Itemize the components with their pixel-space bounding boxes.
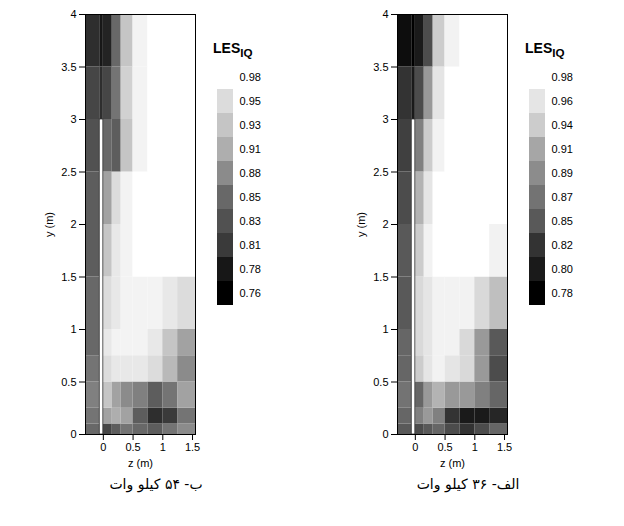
svg-text:1: 1 <box>70 323 76 335</box>
svg-text:0.98: 0.98 <box>552 71 573 83</box>
svg-text:0.85: 0.85 <box>240 191 261 203</box>
svg-text:0.98: 0.98 <box>240 71 261 83</box>
svg-text:2: 2 <box>382 218 388 230</box>
svg-text:0.91: 0.91 <box>552 143 573 155</box>
svg-text:3.5: 3.5 <box>373 61 388 73</box>
svg-text:z (m): z (m) <box>128 457 153 469</box>
svg-text:0.5: 0.5 <box>125 441 140 453</box>
svg-text:3.5: 3.5 <box>61 61 76 73</box>
svg-text:0.96: 0.96 <box>552 95 573 107</box>
html-text:الف- ۳۶ کیلو وات: الف- ۳۶ کیلو وات <box>416 476 520 492</box>
svg-text:3: 3 <box>70 113 76 125</box>
svg-text:y (m): y (m) <box>355 212 367 237</box>
svg-text:0.81: 0.81 <box>240 239 261 251</box>
svg-text:2: 2 <box>70 218 76 230</box>
svg-text:4: 4 <box>70 8 76 20</box>
svg-text:1: 1 <box>160 441 166 453</box>
svg-text:0.82: 0.82 <box>552 239 573 251</box>
svg-text:0.94: 0.94 <box>552 119 573 131</box>
svg-text:3: 3 <box>382 113 388 125</box>
svg-text:0.80: 0.80 <box>552 263 573 275</box>
svg-text:4: 4 <box>382 8 388 20</box>
svg-text:1: 1 <box>382 323 388 335</box>
svg-text:0.83: 0.83 <box>240 215 261 227</box>
svg-text:0.89: 0.89 <box>552 167 573 179</box>
html-text:LESIQ: LESIQ <box>525 40 565 59</box>
svg-text:0.85: 0.85 <box>552 215 573 227</box>
svg-text:0.93: 0.93 <box>240 119 261 131</box>
svg-text:z (m): z (m) <box>440 457 465 469</box>
svg-text:0.91: 0.91 <box>240 143 261 155</box>
svg-text:0.78: 0.78 <box>552 287 573 299</box>
svg-text:2.5: 2.5 <box>61 166 76 178</box>
svg-text:0.88: 0.88 <box>240 167 261 179</box>
svg-text:0: 0 <box>70 428 76 440</box>
svg-text:0: 0 <box>412 441 418 453</box>
html-text:ب- ۵۴ کیلو وات: ب- ۵۴ کیلو وات <box>109 476 203 492</box>
svg-text:0: 0 <box>100 441 106 453</box>
svg-text:1.5: 1.5 <box>497 441 512 453</box>
html-text:LESIQ: LESIQ <box>213 40 253 59</box>
svg-text:0.87: 0.87 <box>552 191 573 203</box>
svg-text:0: 0 <box>382 428 388 440</box>
svg-text:0.5: 0.5 <box>373 376 388 388</box>
svg-text:1: 1 <box>472 441 478 453</box>
svg-text:1.5: 1.5 <box>61 271 76 283</box>
svg-text:y (m): y (m) <box>43 212 55 237</box>
svg-text:0.95: 0.95 <box>240 95 261 107</box>
svg-text:2.5: 2.5 <box>373 166 388 178</box>
svg-text:0.76: 0.76 <box>240 287 261 299</box>
svg-text:0.78: 0.78 <box>240 263 261 275</box>
svg-text:0.5: 0.5 <box>437 441 452 453</box>
svg-text:1.5: 1.5 <box>373 271 388 283</box>
svg-text:0.5: 0.5 <box>61 376 76 388</box>
svg-text:1.5: 1.5 <box>185 441 200 453</box>
